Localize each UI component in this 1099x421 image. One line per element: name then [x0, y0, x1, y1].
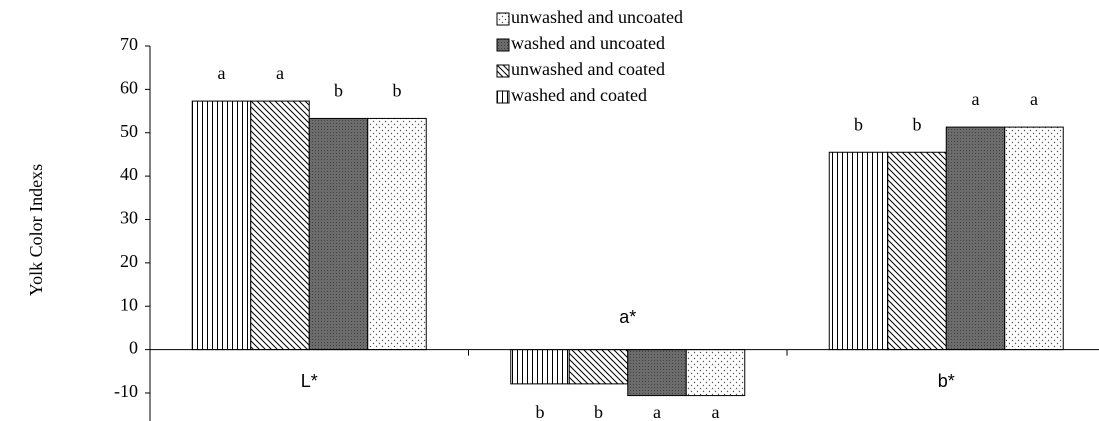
- legend-label: unwashed and uncoated: [511, 7, 683, 27]
- y-tick-label: 0: [129, 338, 138, 358]
- significance-letter: a: [218, 63, 226, 83]
- significance-letter: b: [913, 114, 922, 134]
- legend-swatch: [496, 38, 510, 52]
- significance-letter: a: [972, 89, 980, 109]
- y-tick-label: 40: [120, 164, 138, 184]
- significance-letter: b: [536, 402, 545, 421]
- significance-letter: a: [712, 402, 720, 421]
- bar: [367, 117, 427, 351]
- bar: [1004, 126, 1064, 351]
- y-tick-label: -10: [114, 381, 138, 401]
- legend-label: unwashed and coated: [511, 59, 665, 79]
- bar: [887, 151, 947, 351]
- legend-label: washed and uncoated: [511, 33, 665, 53]
- bar: [627, 349, 687, 397]
- y-tick-label: 30: [120, 208, 138, 228]
- significance-letter: b: [334, 81, 343, 101]
- x-tick-label: b*: [938, 371, 955, 391]
- bar: [510, 349, 570, 385]
- legend-swatch: [496, 12, 510, 26]
- y-axis-title: Yolk Color Indexs: [26, 164, 46, 296]
- bar: [685, 349, 746, 397]
- bar: [568, 349, 629, 385]
- y-tick-label: 60: [120, 77, 138, 97]
- significance-letter: b: [393, 81, 402, 101]
- y-tick-label: 10: [120, 294, 138, 314]
- legend-swatch: [496, 64, 510, 78]
- y-tick-label: 70: [120, 34, 138, 54]
- x-tick-label: L*: [301, 371, 318, 391]
- y-tick-label: 20: [120, 251, 138, 271]
- bar: [308, 117, 369, 351]
- significance-letter: a: [276, 63, 284, 83]
- x-tick-label: a*: [619, 307, 636, 327]
- legend-swatch: [496, 90, 510, 104]
- legend-label: washed and coated: [511, 85, 647, 105]
- significance-letter: b: [594, 402, 603, 421]
- bar: [828, 151, 889, 351]
- y-tick-label: 50: [120, 121, 138, 141]
- significance-letter: a: [653, 402, 661, 421]
- bar: [191, 100, 252, 351]
- significance-letter: a: [1030, 89, 1038, 109]
- significance-letter: b: [854, 114, 863, 134]
- bar: [945, 126, 1006, 351]
- bar: [250, 100, 310, 351]
